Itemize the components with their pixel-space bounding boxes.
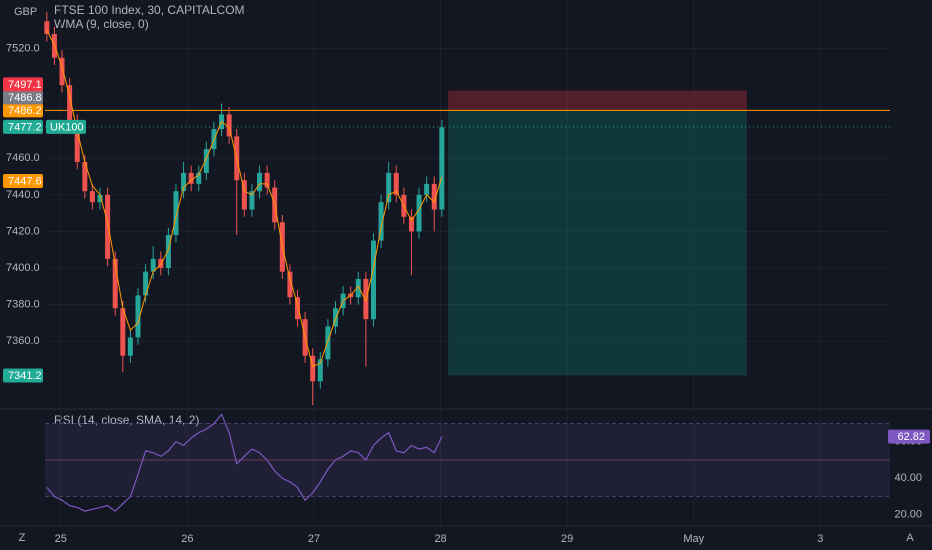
candle-body xyxy=(249,191,255,210)
target-zone xyxy=(448,110,747,376)
candle-body xyxy=(431,183,437,210)
candle-body xyxy=(44,21,50,34)
x-tick-label: 28 xyxy=(434,533,446,545)
candle-body xyxy=(112,258,118,309)
candle-body xyxy=(82,161,88,192)
candle-body xyxy=(196,172,202,184)
candle-body xyxy=(59,57,65,86)
x-tick-label: 27 xyxy=(308,533,320,545)
timezone-button[interactable]: Z xyxy=(19,532,26,544)
symbol-tag-label: UK100 xyxy=(50,121,84,133)
price-tag xyxy=(3,119,43,134)
candle-body xyxy=(317,359,323,382)
x-tick-label: May xyxy=(683,533,704,545)
symbol-tag xyxy=(46,119,86,134)
candle-body xyxy=(150,258,156,272)
y-tick-label: 40.00 xyxy=(894,472,922,484)
candle-body xyxy=(325,326,331,360)
price-tag-label: 7341.2 xyxy=(8,370,42,382)
price-tag-label: 7497.1 xyxy=(8,79,42,91)
wma-line xyxy=(46,30,443,368)
candle-body xyxy=(370,240,376,320)
price-tag-label: 7477.2 xyxy=(8,121,42,133)
candle-body xyxy=(355,278,361,298)
x-tick-label: 26 xyxy=(181,533,193,545)
price-tag xyxy=(3,173,43,188)
x-tick-label: 25 xyxy=(55,533,67,545)
candle-body xyxy=(393,172,399,195)
auto-scale-button[interactable]: A xyxy=(906,532,914,544)
candle-body xyxy=(74,121,80,162)
price-tag-label: 7486.8 xyxy=(8,92,42,104)
candle-body xyxy=(295,297,301,320)
y-tick-label: 20.00 xyxy=(894,509,922,521)
candle-body xyxy=(181,172,187,192)
x-tick-label: 3 xyxy=(817,533,823,545)
candle-body xyxy=(241,180,247,210)
price-tag xyxy=(3,103,43,118)
candle-body xyxy=(378,202,384,241)
y-tick-label: 7400.0 xyxy=(6,262,40,274)
rsi-tag xyxy=(888,429,930,444)
candle-body xyxy=(424,183,430,195)
y-tick-label: 7460.0 xyxy=(6,152,40,164)
candle-body xyxy=(310,355,316,382)
y-tick-label: 7380.0 xyxy=(6,298,40,310)
candle-body xyxy=(264,172,270,188)
price-tag-label: 7447.6 xyxy=(8,175,42,187)
candle-body xyxy=(120,308,126,356)
y-tick-label: 7520.0 xyxy=(6,43,40,55)
rsi-line xyxy=(46,413,443,512)
price-tag xyxy=(3,368,43,383)
candle-body xyxy=(173,191,179,236)
candle-body xyxy=(165,235,171,268)
candle-body xyxy=(105,194,111,259)
candle-body xyxy=(89,191,95,203)
stop-zone xyxy=(448,90,747,111)
candle-body xyxy=(97,194,103,203)
candle-body xyxy=(257,172,263,192)
candle-body xyxy=(226,114,232,137)
candle-body xyxy=(416,194,422,232)
price-tag xyxy=(3,90,43,105)
price-tag-label: 7486.2 xyxy=(8,105,42,117)
y-tick-label: 7420.0 xyxy=(6,225,40,237)
rsi-tag-label: 62.82 xyxy=(897,431,925,443)
candle-body xyxy=(188,172,194,184)
candle-body xyxy=(386,172,392,203)
candle-body xyxy=(67,85,73,122)
candle-body xyxy=(439,127,445,210)
candle-body xyxy=(143,271,149,296)
indicator-legend[interactable]: WMA (9, close, 0) xyxy=(54,17,149,31)
candle-body xyxy=(127,337,133,356)
y-tick-label: 7440.0 xyxy=(6,189,40,201)
candle-body xyxy=(287,271,293,298)
currency: GBP xyxy=(14,6,37,18)
price-tag xyxy=(3,77,43,92)
candle-body xyxy=(135,295,141,338)
candle-body xyxy=(203,149,209,173)
candle-body xyxy=(408,216,414,232)
x-tick-label: 29 xyxy=(561,533,573,545)
symbol-title[interactable]: FTSE 100 Index, 30, CAPITALCOM xyxy=(54,3,245,17)
y-tick-label: 7360.0 xyxy=(6,335,40,347)
candle-body xyxy=(332,308,338,327)
